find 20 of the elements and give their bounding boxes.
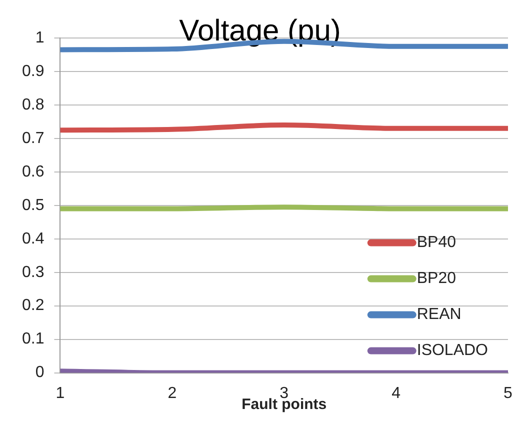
y-tick-label: 0.5 <box>22 196 44 214</box>
y-tick-label: 0.6 <box>22 163 44 180</box>
x-tick-label: 3 <box>280 384 289 402</box>
y-tick-label: 0.3 <box>22 264 44 281</box>
y-tick-label: 0.8 <box>22 96 44 114</box>
legend-label: BP20 <box>416 270 456 288</box>
y-tick-label: 1 <box>35 29 44 46</box>
y-tick-label: 0.7 <box>22 130 44 147</box>
legend-label: BP40 <box>416 234 456 252</box>
y-tick-label: 0.9 <box>22 62 44 80</box>
x-tick-label: 1 <box>56 384 65 402</box>
y-tick-label: 0 <box>35 364 44 382</box>
legend-label: ISOLADO <box>416 342 488 360</box>
x-tick-label: 4 <box>392 384 401 402</box>
x-tick-label: 2 <box>168 384 177 402</box>
y-tick-label: 0.1 <box>22 330 44 348</box>
y-tick-label: 0.2 <box>22 297 44 314</box>
x-tick-label: 5 <box>504 384 513 402</box>
y-tick-label: 0.4 <box>22 230 44 248</box>
legend-label: REAN <box>416 306 462 324</box>
